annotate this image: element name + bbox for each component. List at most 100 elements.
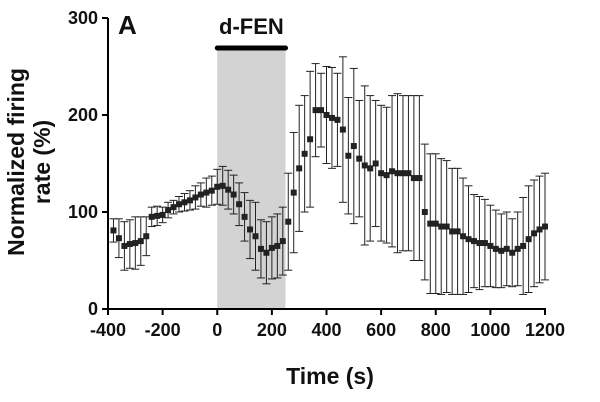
x-tick-label: 400 <box>311 320 341 340</box>
data-point <box>247 226 254 233</box>
data-point <box>345 152 352 159</box>
data-point <box>241 213 248 220</box>
data-point <box>328 114 335 121</box>
data-point <box>383 172 390 179</box>
data-point <box>252 233 259 240</box>
data-point <box>301 150 308 157</box>
data-point <box>137 238 144 245</box>
data-point <box>492 245 499 252</box>
data-point <box>498 247 505 254</box>
data-point <box>208 187 215 194</box>
data-point <box>378 170 385 177</box>
y-axis-title-line2: rate (%) <box>29 120 55 204</box>
data-layer <box>109 56 549 295</box>
x-tick-label: 600 <box>366 320 396 340</box>
data-point <box>367 165 374 172</box>
data-point <box>460 233 467 240</box>
data-point <box>197 191 204 198</box>
data-point <box>115 235 122 242</box>
data-point <box>465 236 472 243</box>
data-point <box>334 116 341 123</box>
data-point <box>399 170 406 177</box>
data-point <box>449 228 456 235</box>
data-point <box>110 227 117 234</box>
y-tick-label: 300 <box>68 8 98 28</box>
data-point <box>394 170 401 177</box>
data-point <box>257 245 264 252</box>
annotation-label: d-FEN <box>219 14 284 39</box>
panel-label: A <box>118 10 137 40</box>
x-tick-label: 1000 <box>470 320 510 340</box>
data-point <box>274 242 281 249</box>
data-point <box>531 230 538 237</box>
x-tick-label: -200 <box>145 320 181 340</box>
data-point <box>132 240 139 247</box>
x-axis-title: Time (s) <box>286 363 374 389</box>
data-point <box>421 209 428 215</box>
data-point <box>126 241 133 248</box>
data-point <box>438 223 445 230</box>
data-point <box>312 107 319 114</box>
data-point <box>481 240 488 247</box>
data-point <box>487 242 494 249</box>
data-point <box>405 170 412 177</box>
x-tick-label: -400 <box>90 320 126 340</box>
data-point <box>509 249 516 256</box>
data-point <box>176 201 183 208</box>
x-tick-label: 200 <box>257 320 287 340</box>
data-point <box>525 236 532 243</box>
data-point <box>285 218 292 225</box>
data-point <box>356 155 363 162</box>
data-point <box>514 245 521 252</box>
data-point <box>443 223 450 230</box>
data-point <box>154 212 161 219</box>
y-tick-label: 100 <box>68 202 98 222</box>
data-point <box>236 201 243 208</box>
data-point <box>536 226 543 233</box>
data-point <box>350 143 357 150</box>
data-point <box>148 213 155 220</box>
data-point <box>186 197 193 204</box>
x-tick-label: 0 <box>212 320 222 340</box>
y-tick-label: 0 <box>88 299 98 319</box>
x-tick-label: 1200 <box>525 320 565 340</box>
data-point <box>520 242 527 249</box>
data-point <box>143 233 150 240</box>
data-point <box>470 238 477 245</box>
x-tick-label: 800 <box>421 320 451 340</box>
data-point <box>203 189 210 196</box>
data-point <box>454 228 461 235</box>
data-point <box>214 183 221 190</box>
data-point <box>476 240 483 247</box>
data-point <box>279 238 286 245</box>
data-point <box>121 242 128 249</box>
data-point <box>263 249 270 256</box>
data-point <box>290 189 297 196</box>
data-point <box>307 136 314 143</box>
data-point <box>323 112 330 118</box>
y-tick-label: 200 <box>68 105 98 125</box>
data-point <box>339 126 346 133</box>
shade-layer <box>217 48 286 309</box>
data-point <box>268 244 275 251</box>
data-point <box>389 168 396 175</box>
y-axis-title-line1: Normalized firing <box>3 68 29 256</box>
data-point <box>219 182 226 189</box>
data-point <box>372 160 379 167</box>
data-point <box>159 211 166 218</box>
data-point <box>225 186 232 193</box>
data-point <box>542 223 548 230</box>
data-point <box>318 107 325 114</box>
drug-period-shade <box>217 48 286 309</box>
data-point <box>230 191 237 198</box>
data-point <box>410 175 417 182</box>
data-point <box>170 204 177 211</box>
data-point <box>503 245 510 252</box>
data-point <box>361 162 368 169</box>
data-point <box>416 175 423 182</box>
data-point <box>165 207 172 214</box>
axes-layer: 0 100 200 300 -400 -200 0 200 400 600 800 1000 1200 <box>68 8 565 340</box>
data-point <box>192 194 199 201</box>
